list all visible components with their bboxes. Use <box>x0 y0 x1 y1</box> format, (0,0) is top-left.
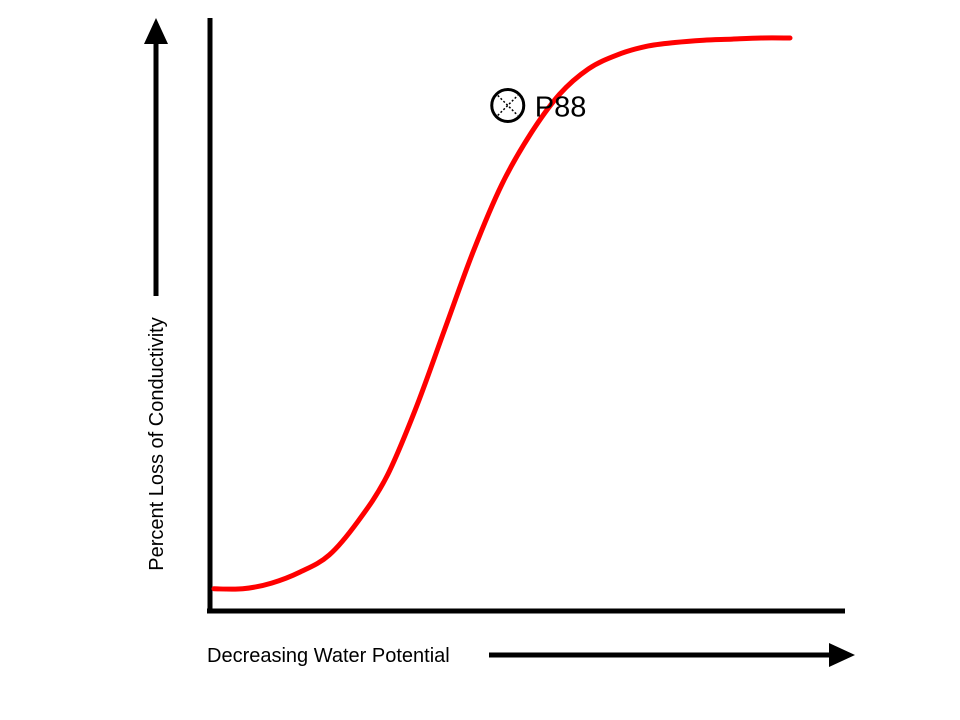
p88-marker-cross-2 <box>497 94 519 116</box>
y-axis-arrow-head <box>144 18 168 44</box>
p88-label: P88 <box>535 91 587 123</box>
y-axis-label: Percent Loss of Conductivity <box>146 317 168 570</box>
plot-area: P88 <box>207 18 845 614</box>
series-layer <box>211 35 793 592</box>
y-axis-arrow <box>144 18 168 296</box>
x-axis-arrow-head <box>829 643 855 667</box>
p88-marker-cross-1 <box>497 94 519 116</box>
x-axis-arrow <box>489 643 855 667</box>
annotation-layer: P88 <box>490 87 587 123</box>
series-line-1 <box>211 35 793 592</box>
p88-marker: P88 <box>490 87 587 123</box>
x-axis-label: Decreasing Water Potential <box>207 645 450 667</box>
p88-marker-circle <box>490 87 526 123</box>
